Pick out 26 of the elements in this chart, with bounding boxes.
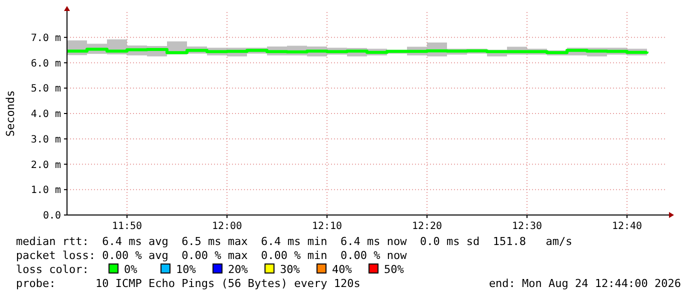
y-tick-label: 3.0 m [30, 134, 61, 146]
text: median rtt: 6.4 ms avg 6.5 ms max 6.4 ms min 6.4 ms now 0.0 ms sd 151.8 am/s [16, 235, 572, 248]
x-tick-label: 12:00 [212, 221, 242, 232]
text: end: Mon Aug 24 12:44:00 2026 [488, 277, 681, 290]
y-tick-label: 0.0 [42, 210, 61, 222]
y-tick-label: 4.0 m [30, 109, 61, 120]
legend-label: 10% [176, 263, 196, 276]
legend-label: 40% [332, 263, 352, 276]
y-tick-label: 7.0 m [30, 32, 61, 44]
legend-label: 0% [124, 263, 138, 276]
y-tick-label: 5.0 m [30, 84, 61, 95]
y-tick-label: 6.0 m [30, 58, 61, 70]
x-tick-label: 11:50 [112, 221, 142, 232]
text: probe: 10 ICMP Echo Pings (56 Bytes) every 120s [16, 277, 360, 290]
text: packet loss: 0.00 % avg 0.00 % max 0.00 % min 0.00 % now [16, 249, 408, 262]
y-tick-label: 2.0 m [30, 160, 61, 171]
legend-label: 20% [228, 263, 248, 276]
legend-title: loss color: [16, 263, 89, 276]
x-tick-label: 12:30 [512, 221, 542, 232]
x-tick-label: 12:40 [612, 221, 642, 232]
x-tick-label: 12:10 [312, 221, 342, 232]
y-tick-label: 1.0 m [30, 185, 61, 196]
x-tick-label: 12:20 [412, 221, 442, 232]
legend-label: 50% [384, 263, 404, 276]
y-axis-title: Seconds [4, 90, 17, 137]
legend-label: 30% [280, 263, 300, 276]
